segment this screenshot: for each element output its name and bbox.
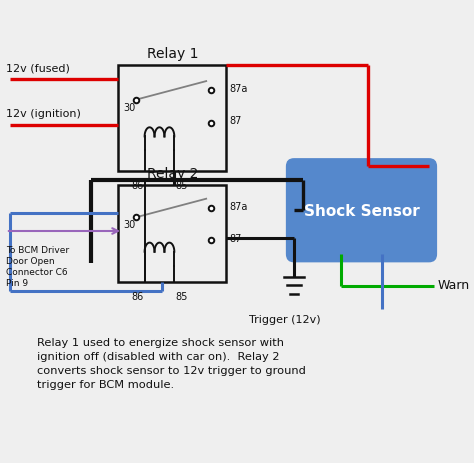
Text: 86: 86	[132, 181, 144, 191]
Text: 87a: 87a	[229, 201, 248, 211]
Bar	[118, 66, 227, 172]
Text: Relay 1 used to energize shock sensor with
ignition off (disabled with car on). : Relay 1 used to energize shock sensor wi…	[37, 338, 306, 389]
Text: Relay 1: Relay 1	[146, 47, 198, 61]
Text: Relay 2: Relay 2	[147, 167, 198, 181]
Text: 30: 30	[123, 220, 135, 230]
Text: 85: 85	[175, 181, 187, 191]
Text: Warn: Warn	[438, 278, 470, 291]
Text: 87: 87	[229, 116, 242, 126]
Text: 87: 87	[229, 233, 242, 244]
Text: 12v (fused): 12v (fused)	[6, 63, 70, 73]
Text: Trigger (12v): Trigger (12v)	[249, 314, 321, 324]
Text: 85: 85	[175, 291, 187, 301]
Text: Shock Sensor: Shock Sensor	[304, 203, 419, 218]
Text: 30: 30	[123, 103, 135, 113]
Text: To BCM Driver
Door Open
Connector C6
Pin 9: To BCM Driver Door Open Connector C6 Pin…	[6, 245, 69, 288]
Text: 12v (ignition): 12v (ignition)	[6, 109, 81, 119]
FancyBboxPatch shape	[286, 159, 437, 263]
Text: 87a: 87a	[229, 84, 248, 94]
Text: 86: 86	[132, 291, 144, 301]
Bar	[118, 186, 227, 282]
